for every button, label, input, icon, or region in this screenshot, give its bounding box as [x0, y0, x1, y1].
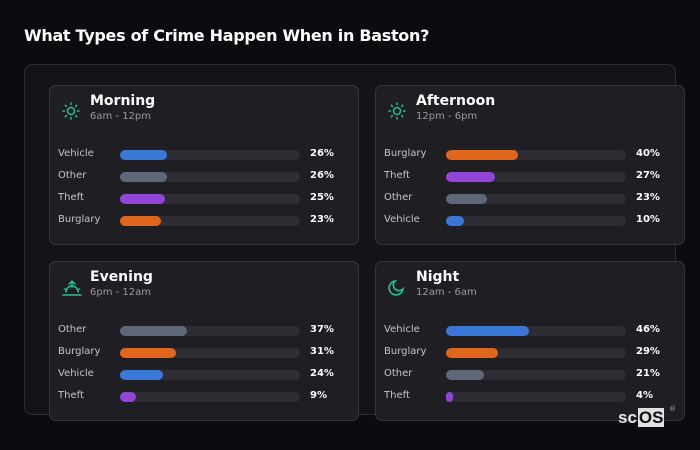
- card-time-range: 12am - 6am: [416, 287, 477, 298]
- bar-value: 31%: [310, 346, 334, 357]
- bar-value: 46%: [636, 324, 660, 335]
- bar-value: 23%: [636, 192, 660, 203]
- bar-row: Other 37%: [58, 324, 348, 338]
- bar-value: 9%: [310, 390, 327, 401]
- bar-value: 10%: [636, 214, 660, 225]
- card-time-range: 6am - 12pm: [90, 111, 152, 122]
- card-title: Evening: [90, 269, 153, 285]
- card-night: Night 12am - 6am Vehicle 46% Burglary 29…: [375, 261, 685, 421]
- bar-label: Burglary: [58, 214, 101, 225]
- bar-track: [446, 150, 626, 160]
- bar-row: Other 23%: [384, 192, 674, 206]
- bar-value: 24%: [310, 368, 334, 379]
- card-afternoon: Afternoon 12pm - 6pm Burglary 40% Theft …: [375, 85, 685, 245]
- bar-value: 37%: [310, 324, 334, 335]
- moon-icon: [388, 278, 406, 296]
- bar-fill: [120, 326, 187, 336]
- bar-label: Other: [58, 170, 87, 181]
- bar-row: Other 21%: [384, 368, 674, 382]
- bar-value: 40%: [636, 148, 660, 159]
- bar-value: 26%: [310, 170, 334, 181]
- bar-fill: [446, 326, 529, 336]
- bar-value: 25%: [310, 192, 334, 203]
- card-title: Afternoon: [416, 93, 496, 109]
- bar-track: [120, 150, 300, 160]
- bar-track: [120, 326, 300, 336]
- bar-value: 26%: [310, 148, 334, 159]
- bar-row: Theft 9%: [58, 390, 348, 404]
- bar-label: Vehicle: [58, 148, 94, 159]
- bar-fill: [446, 348, 499, 358]
- bar-fill: [120, 348, 176, 358]
- bar-row: Vehicle 26%: [58, 148, 348, 162]
- bar-label: Other: [58, 324, 87, 335]
- bar-row: Theft 25%: [58, 192, 348, 206]
- bar-label: Vehicle: [58, 368, 94, 379]
- bar-row: Vehicle 24%: [58, 368, 348, 382]
- page-title: What Types of Crime Happen When in Basto…: [24, 26, 430, 45]
- bar-track: [446, 216, 626, 226]
- bar-fill: [446, 216, 464, 226]
- bar-label: Other: [384, 192, 413, 203]
- bar-fill: [446, 392, 454, 402]
- bar-value: 21%: [636, 368, 660, 379]
- bar-row: Burglary 29%: [384, 346, 674, 360]
- bar-track: [446, 326, 626, 336]
- bar-row: Theft 4%: [384, 390, 674, 404]
- bar-fill: [446, 370, 484, 380]
- bar-fill: [446, 194, 488, 204]
- scos-logo: sc OS: [618, 408, 665, 427]
- bar-value: 27%: [636, 170, 660, 181]
- sun-icon: [62, 102, 80, 120]
- bar-row: Vehicle 10%: [384, 214, 674, 228]
- bar-row: Vehicle 46%: [384, 324, 674, 338]
- sunset-icon: [62, 278, 82, 296]
- card-title: Night: [416, 269, 460, 285]
- bar-label: Burglary: [58, 346, 101, 357]
- bar-fill: [120, 194, 165, 204]
- bar-track: [120, 392, 300, 402]
- sun-icon: [388, 102, 406, 120]
- card-time-range: 12pm - 6pm: [416, 111, 478, 122]
- bar-row: Burglary 23%: [58, 214, 348, 228]
- bar-track: [446, 348, 626, 358]
- bar-track: [446, 392, 626, 402]
- bar-label: Vehicle: [384, 214, 420, 225]
- bar-fill: [446, 172, 495, 182]
- card-time-range: 6pm - 12am: [90, 287, 152, 298]
- card-evening: Evening 6pm - 12am Other 37% Burglary 31…: [49, 261, 359, 421]
- bar-label: Burglary: [384, 148, 427, 159]
- bar-fill: [120, 370, 164, 380]
- bar-fill: [446, 150, 518, 160]
- bar-fill: [120, 392, 137, 402]
- bar-track: [446, 172, 626, 182]
- bar-label: Other: [384, 368, 413, 379]
- bar-fill: [120, 216, 162, 226]
- bar-track: [120, 216, 300, 226]
- bar-fill: [120, 150, 167, 160]
- bar-track: [446, 370, 626, 380]
- bar-value: 29%: [636, 346, 660, 357]
- bar-value: 23%: [310, 214, 334, 225]
- bar-value: 4%: [636, 390, 653, 401]
- bar-label: Theft: [58, 390, 84, 401]
- bar-track: [446, 194, 626, 204]
- bar-row: Burglary 40%: [384, 148, 674, 162]
- bar-track: [120, 172, 300, 182]
- bar-label: Theft: [384, 390, 410, 401]
- bar-track: [120, 194, 300, 204]
- bar-row: Theft 27%: [384, 170, 674, 184]
- bar-label: Vehicle: [384, 324, 420, 335]
- bar-row: Other 26%: [58, 170, 348, 184]
- bar-label: Theft: [58, 192, 84, 203]
- card-title: Morning: [90, 93, 156, 109]
- bar-row: Burglary 31%: [58, 346, 348, 360]
- card-morning: Morning 6am - 12pm Vehicle 26% Other 26%…: [49, 85, 359, 245]
- bar-label: Theft: [384, 170, 410, 181]
- bar-track: [120, 348, 300, 358]
- bar-fill: [120, 172, 167, 182]
- bar-track: [120, 370, 300, 380]
- registered-mark: ®: [669, 405, 676, 413]
- bar-label: Burglary: [384, 346, 427, 357]
